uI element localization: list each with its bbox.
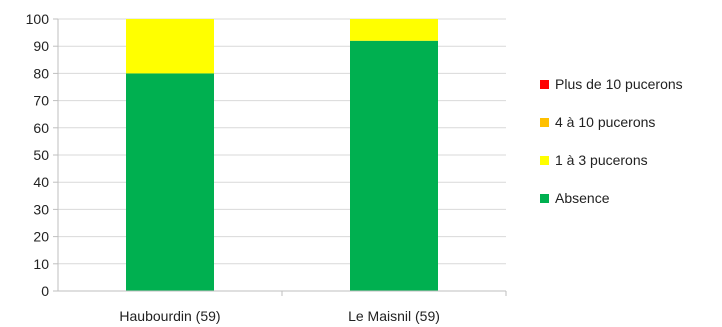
bar-segment-absence — [126, 73, 214, 292]
y-tick-label: 40 — [33, 174, 49, 190]
bar-segment-1-3-pucerons — [126, 19, 214, 74]
y-tick-label: 30 — [33, 201, 49, 217]
legend-label: 4 à 10 pucerons — [555, 114, 656, 130]
y-tick-label: 0 — [41, 283, 49, 299]
bar-segment-1-3-pucerons — [350, 19, 438, 41]
y-tick-label: 100 — [26, 11, 50, 27]
y-axis-ticks: 0 10 20 30 40 50 60 70 80 90 100 — [26, 11, 58, 299]
y-tick-label: 90 — [33, 38, 49, 54]
y-tick-label: 80 — [33, 65, 49, 81]
legend-swatch — [540, 117, 549, 127]
axes — [57, 19, 507, 296]
legend-item: Absence — [540, 188, 683, 208]
x-category-label: Haubourdin (59) — [119, 308, 220, 324]
x-axis-categories: Haubourdin (59) Le Maisnil (59) — [119, 308, 440, 324]
bars — [126, 19, 438, 292]
x-category-label: Le Maisnil (59) — [348, 308, 440, 324]
legend-label: Plus de 10 pucerons — [555, 76, 683, 92]
bar-segment-absence — [350, 40, 438, 292]
y-tick-label: 60 — [33, 120, 49, 136]
y-tick-label: 50 — [33, 147, 49, 163]
y-tick-label: 20 — [33, 229, 49, 245]
legend-label: Absence — [555, 190, 610, 206]
legend-swatch — [540, 193, 549, 203]
legend-item: 4 à 10 pucerons — [540, 112, 683, 132]
grid-lines — [58, 18, 506, 265]
legend-swatch — [540, 79, 549, 89]
legend-item: Plus de 10 pucerons — [540, 74, 683, 94]
y-tick-label: 10 — [33, 256, 49, 272]
y-tick-label: 70 — [33, 93, 49, 109]
legend-label: 1 à 3 pucerons — [555, 152, 648, 168]
legend: Plus de 10 pucerons 4 à 10 pucerons 1 à 3 … — [540, 74, 683, 226]
legend-swatch — [540, 155, 549, 165]
legend-item: 1 à 3 pucerons — [540, 150, 683, 170]
